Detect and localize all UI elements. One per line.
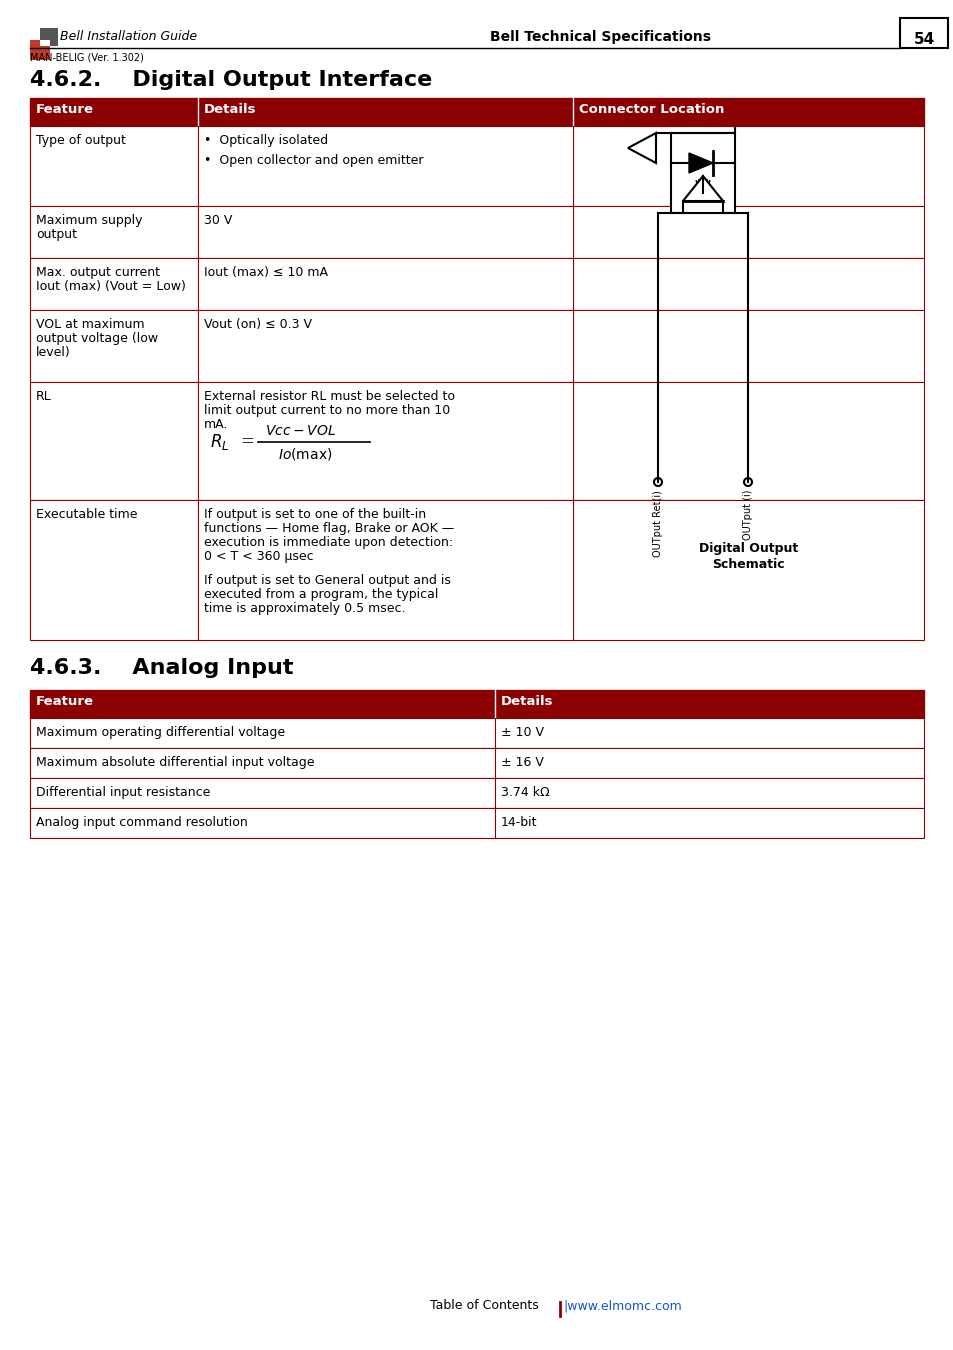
- Bar: [30, 778, 923, 809]
- Text: limit output current to no more than 10: limit output current to no more than 10: [204, 404, 450, 417]
- Text: Details: Details: [204, 103, 256, 116]
- Bar: [30, 500, 923, 640]
- Text: •  Optically isolated: • Optically isolated: [204, 134, 328, 147]
- Polygon shape: [627, 134, 656, 163]
- Text: =: =: [240, 433, 253, 451]
- Text: 14-bit: 14-bit: [500, 815, 537, 829]
- Text: 0 < T < 360 μsec: 0 < T < 360 μsec: [204, 549, 314, 563]
- Text: mA.: mA.: [204, 418, 228, 431]
- Text: Max. output current: Max. output current: [36, 266, 160, 279]
- Bar: [40, 28, 58, 46]
- Text: MAN-BELIG (Ver. 1.302): MAN-BELIG (Ver. 1.302): [30, 53, 144, 62]
- Bar: [40, 40, 50, 46]
- Text: RL: RL: [36, 390, 51, 404]
- Text: External resistor RL must be selected to: External resistor RL must be selected to: [204, 390, 455, 404]
- Text: 30 V: 30 V: [204, 215, 233, 227]
- Text: 54: 54: [912, 32, 934, 47]
- Text: output voltage (low: output voltage (low: [36, 332, 158, 346]
- Bar: [30, 748, 923, 778]
- Text: Digital Output: Digital Output: [699, 541, 798, 555]
- Bar: [30, 99, 923, 126]
- Bar: [30, 718, 923, 748]
- Text: $Io\mathrm{(max)}$: $Io\mathrm{(max)}$: [277, 446, 332, 462]
- Polygon shape: [688, 153, 712, 173]
- Bar: [670, 134, 734, 213]
- Text: Maximum absolute differential input voltage: Maximum absolute differential input volt…: [36, 756, 314, 770]
- Text: ± 10 V: ± 10 V: [500, 726, 543, 738]
- Bar: [30, 126, 923, 207]
- Text: 4.6.2.    Digital Output Interface: 4.6.2. Digital Output Interface: [30, 70, 432, 90]
- Text: Differential input resistance: Differential input resistance: [36, 786, 211, 799]
- Text: execution is immediate upon detection:: execution is immediate upon detection:: [204, 536, 453, 549]
- Text: OUTput Ret(i): OUTput Ret(i): [652, 490, 662, 556]
- Bar: [30, 258, 923, 311]
- Text: Iout (max) ≤ 10 mA: Iout (max) ≤ 10 mA: [204, 266, 328, 279]
- Text: Bell Installation Guide: Bell Installation Guide: [60, 30, 197, 43]
- Text: Table of Contents: Table of Contents: [430, 1299, 538, 1312]
- Bar: [899, 18, 947, 49]
- Text: OUTput (i): OUTput (i): [742, 490, 752, 540]
- Text: Type of output: Type of output: [36, 134, 126, 147]
- Text: Maximum operating differential voltage: Maximum operating differential voltage: [36, 726, 285, 738]
- Bar: [30, 809, 923, 838]
- Text: Iout (max) (Vout = Low): Iout (max) (Vout = Low): [36, 279, 186, 293]
- Text: Bell Technical Specifications: Bell Technical Specifications: [490, 30, 710, 45]
- Text: $R_L$: $R_L$: [210, 432, 229, 452]
- Text: •  Open collector and open emitter: • Open collector and open emitter: [204, 154, 423, 167]
- Text: |www.elmomc.com: |www.elmomc.com: [562, 1299, 681, 1312]
- Text: Vout (on) ≤ 0.3 V: Vout (on) ≤ 0.3 V: [204, 319, 312, 331]
- Text: time is approximately 0.5 msec.: time is approximately 0.5 msec.: [204, 602, 405, 616]
- Bar: [30, 207, 923, 258]
- Text: Maximum supply: Maximum supply: [36, 215, 142, 227]
- Text: Feature: Feature: [36, 695, 94, 707]
- Text: Feature: Feature: [36, 103, 94, 116]
- Text: output: output: [36, 228, 77, 242]
- Text: If output is set to one of the built-in: If output is set to one of the built-in: [204, 508, 426, 521]
- Bar: [30, 40, 50, 59]
- Bar: [30, 690, 923, 718]
- Text: VOL at maximum: VOL at maximum: [36, 319, 145, 331]
- Text: level): level): [36, 346, 71, 359]
- Text: If output is set to General output and is: If output is set to General output and i…: [204, 574, 451, 587]
- Text: Analog input command resolution: Analog input command resolution: [36, 815, 248, 829]
- Text: Details: Details: [500, 695, 553, 707]
- Text: $Vcc-VOL$: $Vcc-VOL$: [265, 424, 335, 437]
- Text: executed from a program, the typical: executed from a program, the typical: [204, 589, 438, 601]
- Text: 3.74 kΩ: 3.74 kΩ: [500, 786, 549, 799]
- Text: Connector Location: Connector Location: [578, 103, 723, 116]
- Text: functions — Home flag, Brake or AOK —: functions — Home flag, Brake or AOK —: [204, 522, 454, 535]
- Bar: [30, 382, 923, 500]
- Text: Schematic: Schematic: [712, 558, 784, 571]
- Polygon shape: [682, 176, 722, 201]
- Bar: [30, 310, 923, 382]
- Text: ± 16 V: ± 16 V: [500, 756, 543, 770]
- Text: Executable time: Executable time: [36, 508, 137, 521]
- Text: 4.6.3.    Analog Input: 4.6.3. Analog Input: [30, 657, 294, 678]
